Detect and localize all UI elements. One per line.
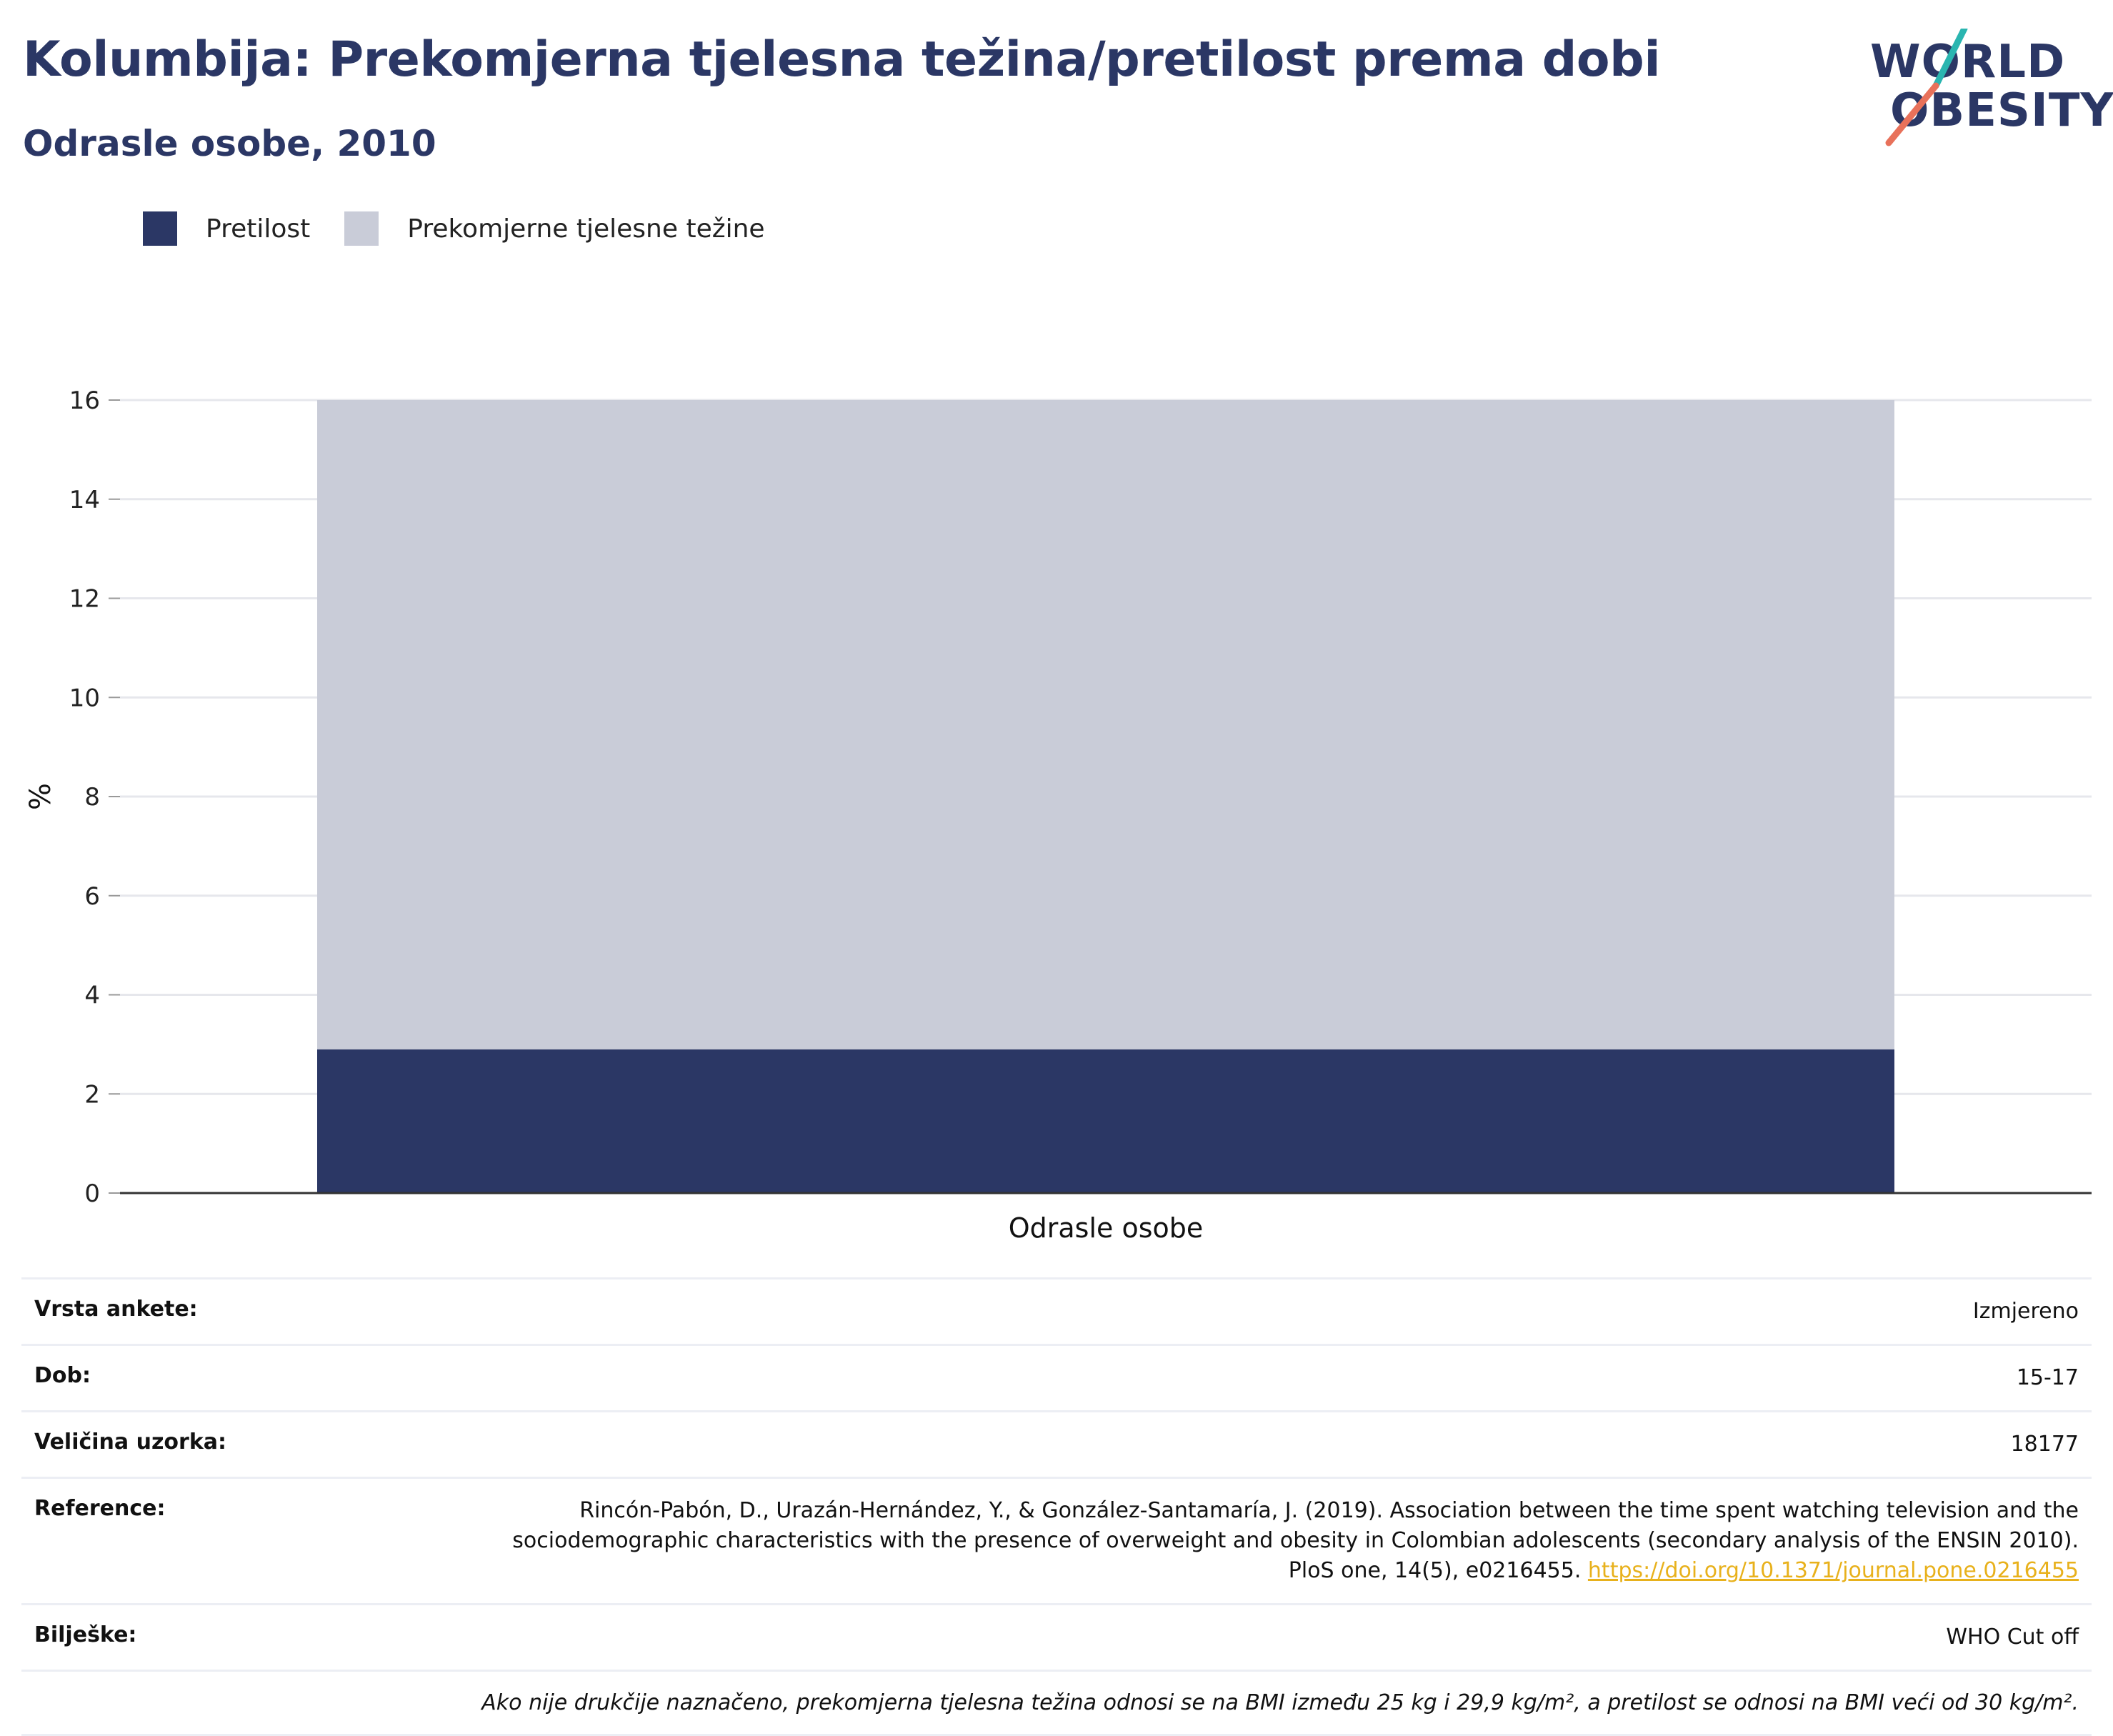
info-value: 18177 [2010,1432,2079,1457]
info-key: Veličina uzorka: [34,1430,227,1455]
info-row-survey-type: Vrsta ankete: Izmjereno [21,1277,2092,1344]
info-row-sample-size: Veličina uzorka: 18177 [21,1410,2092,1477]
y-tick-label: 14 [69,486,100,514]
chart-title: Kolumbija: Prekomjerna tjelesna težina/p… [23,31,1661,88]
y-axis-label: % [24,783,57,810]
logo-word-1: WORLD [1870,36,2066,89]
y-tick-label: 10 [69,684,100,712]
info-value: Izmjereno [1972,1299,2079,1324]
y-tick-labels: 0 2 4 6 8 10 12 14 16 [69,386,100,1208]
info-table: Vrsta ankete: Izmjereno Dob: 15-17 Velič… [21,1277,2092,1736]
y-tick-label: 4 [84,982,100,1010]
bar-chart: 0 2 4 6 8 10 12 14 16 Odrasle osobe % [24,386,2092,1244]
info-value: 15-17 [2016,1365,2079,1390]
y-tick-label: 8 [84,783,100,812]
info-value: WHO Cut off [1946,1625,2079,1650]
info-key: Bilješke: [34,1622,137,1647]
info-key: Vrsta ankete: [34,1297,198,1322]
logo-slash-icon [1885,29,1968,146]
y-tick-label: 6 [84,882,100,911]
y-tick-label: 12 [69,585,100,614]
bar-segment-0 [317,1049,1894,1193]
reference-text: Rincón-Pabón, D., Urazán-Hernández, Y., … [512,1498,2079,1583]
y-tick-label: 16 [69,386,100,415]
legend-swatch-prekomjerne [344,211,379,246]
legend-label-pretilost: Pretilost [206,214,311,244]
legend: Pretilost Prekomjerne tjelesne težine [143,211,799,246]
chart-subtitle: Odrasle osobe, 2010 [23,123,436,164]
bar-segment-1 [317,400,1894,1049]
info-key: Dob: [34,1363,91,1388]
x-tick-label: Odrasle osobe [1009,1212,1204,1244]
world-obesity-logo: WORLD OBESITY [1857,29,2113,157]
y-tick-label: 0 [84,1179,100,1208]
legend-label-prekomjerne: Prekomjerne tjelesne težine [407,214,765,244]
y-tick-label: 2 [84,1080,100,1109]
info-row-notes: Bilješke: WHO Cut off [21,1603,2092,1670]
legend-swatch-pretilost [143,211,177,246]
reference-link[interactable]: https://doi.org/10.1371/journal.pone.021… [1587,1558,2079,1583]
info-row-age: Dob: 15-17 [21,1344,2092,1410]
info-row-reference: Reference: Rincón-Pabón, D., Urazán-Hern… [21,1477,2092,1603]
info-key: Reference: [34,1496,166,1521]
legend-item-prekomjerne: Prekomjerne tjelesne težine [344,211,765,246]
x-tick-labels: Odrasle osobe [1009,1212,1204,1244]
legend-item-pretilost: Pretilost [143,211,310,246]
info-value: Rincón-Pabón, D., Urazán-Hernández, Y., … [507,1496,2079,1586]
bars [317,400,1894,1193]
bmi-note: Ako nije drukčije naznačeno, prekomjerna… [21,1670,2092,1736]
